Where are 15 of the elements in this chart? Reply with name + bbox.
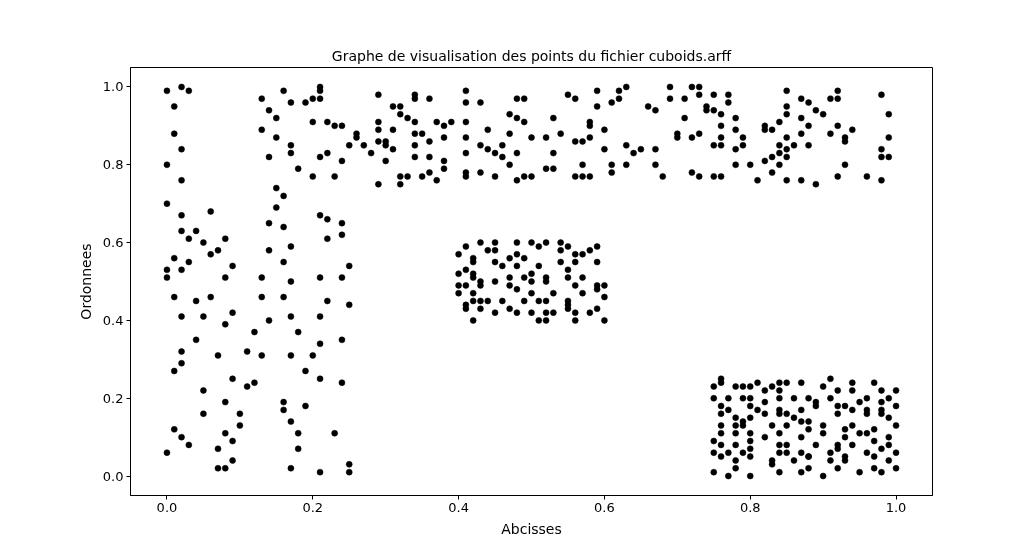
x-tick-label: 0.8: [739, 499, 761, 515]
y-axis-title: Ordonnees: [77, 243, 94, 320]
chart-title: Graphe de visualisation des points du fichier cuboids.arff: [331, 47, 732, 64]
y-tick-label: 0.4: [102, 312, 124, 328]
y-tick-label: 0.6: [102, 235, 124, 251]
y-tick-label: 1.0: [102, 79, 124, 95]
x-tick-label: 1.0: [885, 499, 907, 515]
y-tick-label: 0.0: [102, 468, 124, 484]
y-tick-label: 0.8: [102, 157, 124, 173]
x-tick-label: 0.0: [156, 499, 178, 515]
y-tick-label: 0.2: [102, 390, 124, 406]
x-axis-title: Abcisses: [501, 520, 562, 537]
x-tick-label: 0.2: [302, 499, 324, 515]
x-tick-label: 0.6: [594, 499, 615, 515]
x-tick-label: 0.4: [448, 499, 469, 515]
